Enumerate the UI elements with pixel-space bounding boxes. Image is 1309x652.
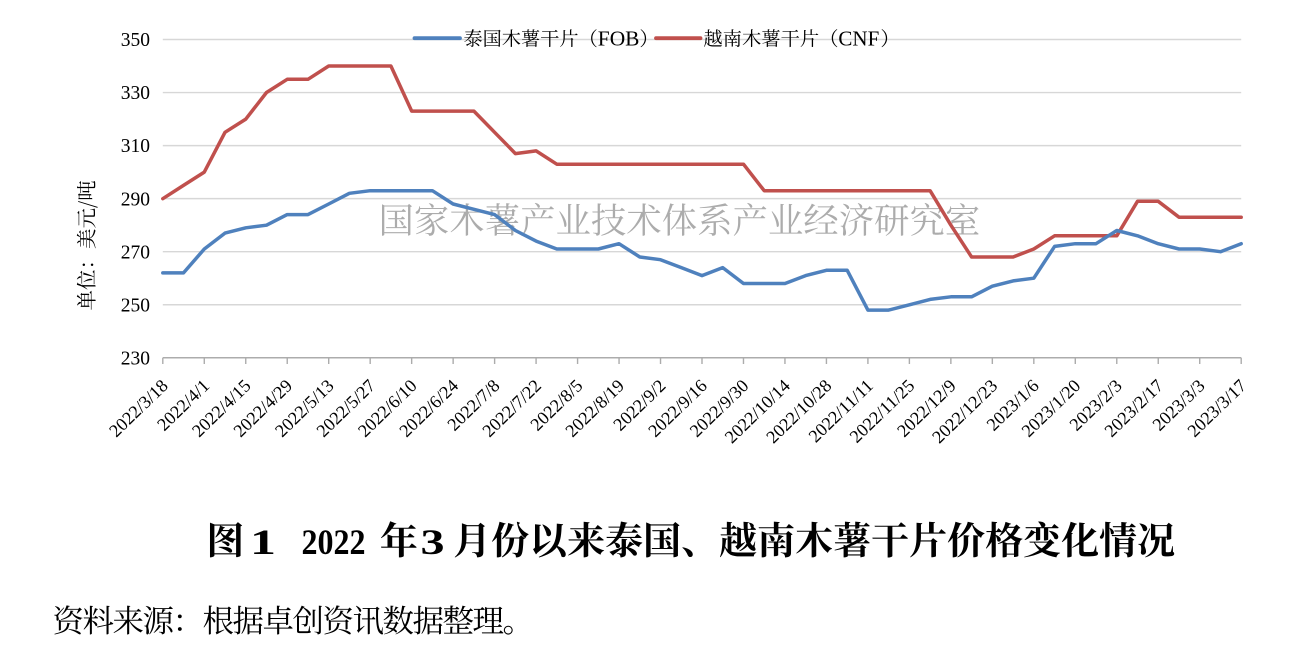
svg-text:250: 250 (121, 295, 150, 316)
svg-text:3: 3 (421, 522, 445, 562)
svg-text:270: 270 (121, 242, 150, 263)
svg-text:350: 350 (121, 30, 150, 51)
svg-text:290: 290 (121, 189, 150, 210)
svg-text:310: 310 (121, 136, 150, 157)
svg-text:FOB: FOB (598, 27, 640, 51)
svg-text:330: 330 (121, 83, 150, 104)
svg-text:1: 1 (250, 522, 276, 562)
svg-text:2022: 2022 (302, 522, 366, 562)
svg-text:230: 230 (121, 348, 150, 369)
svg-text:CNF: CNF (838, 27, 879, 51)
